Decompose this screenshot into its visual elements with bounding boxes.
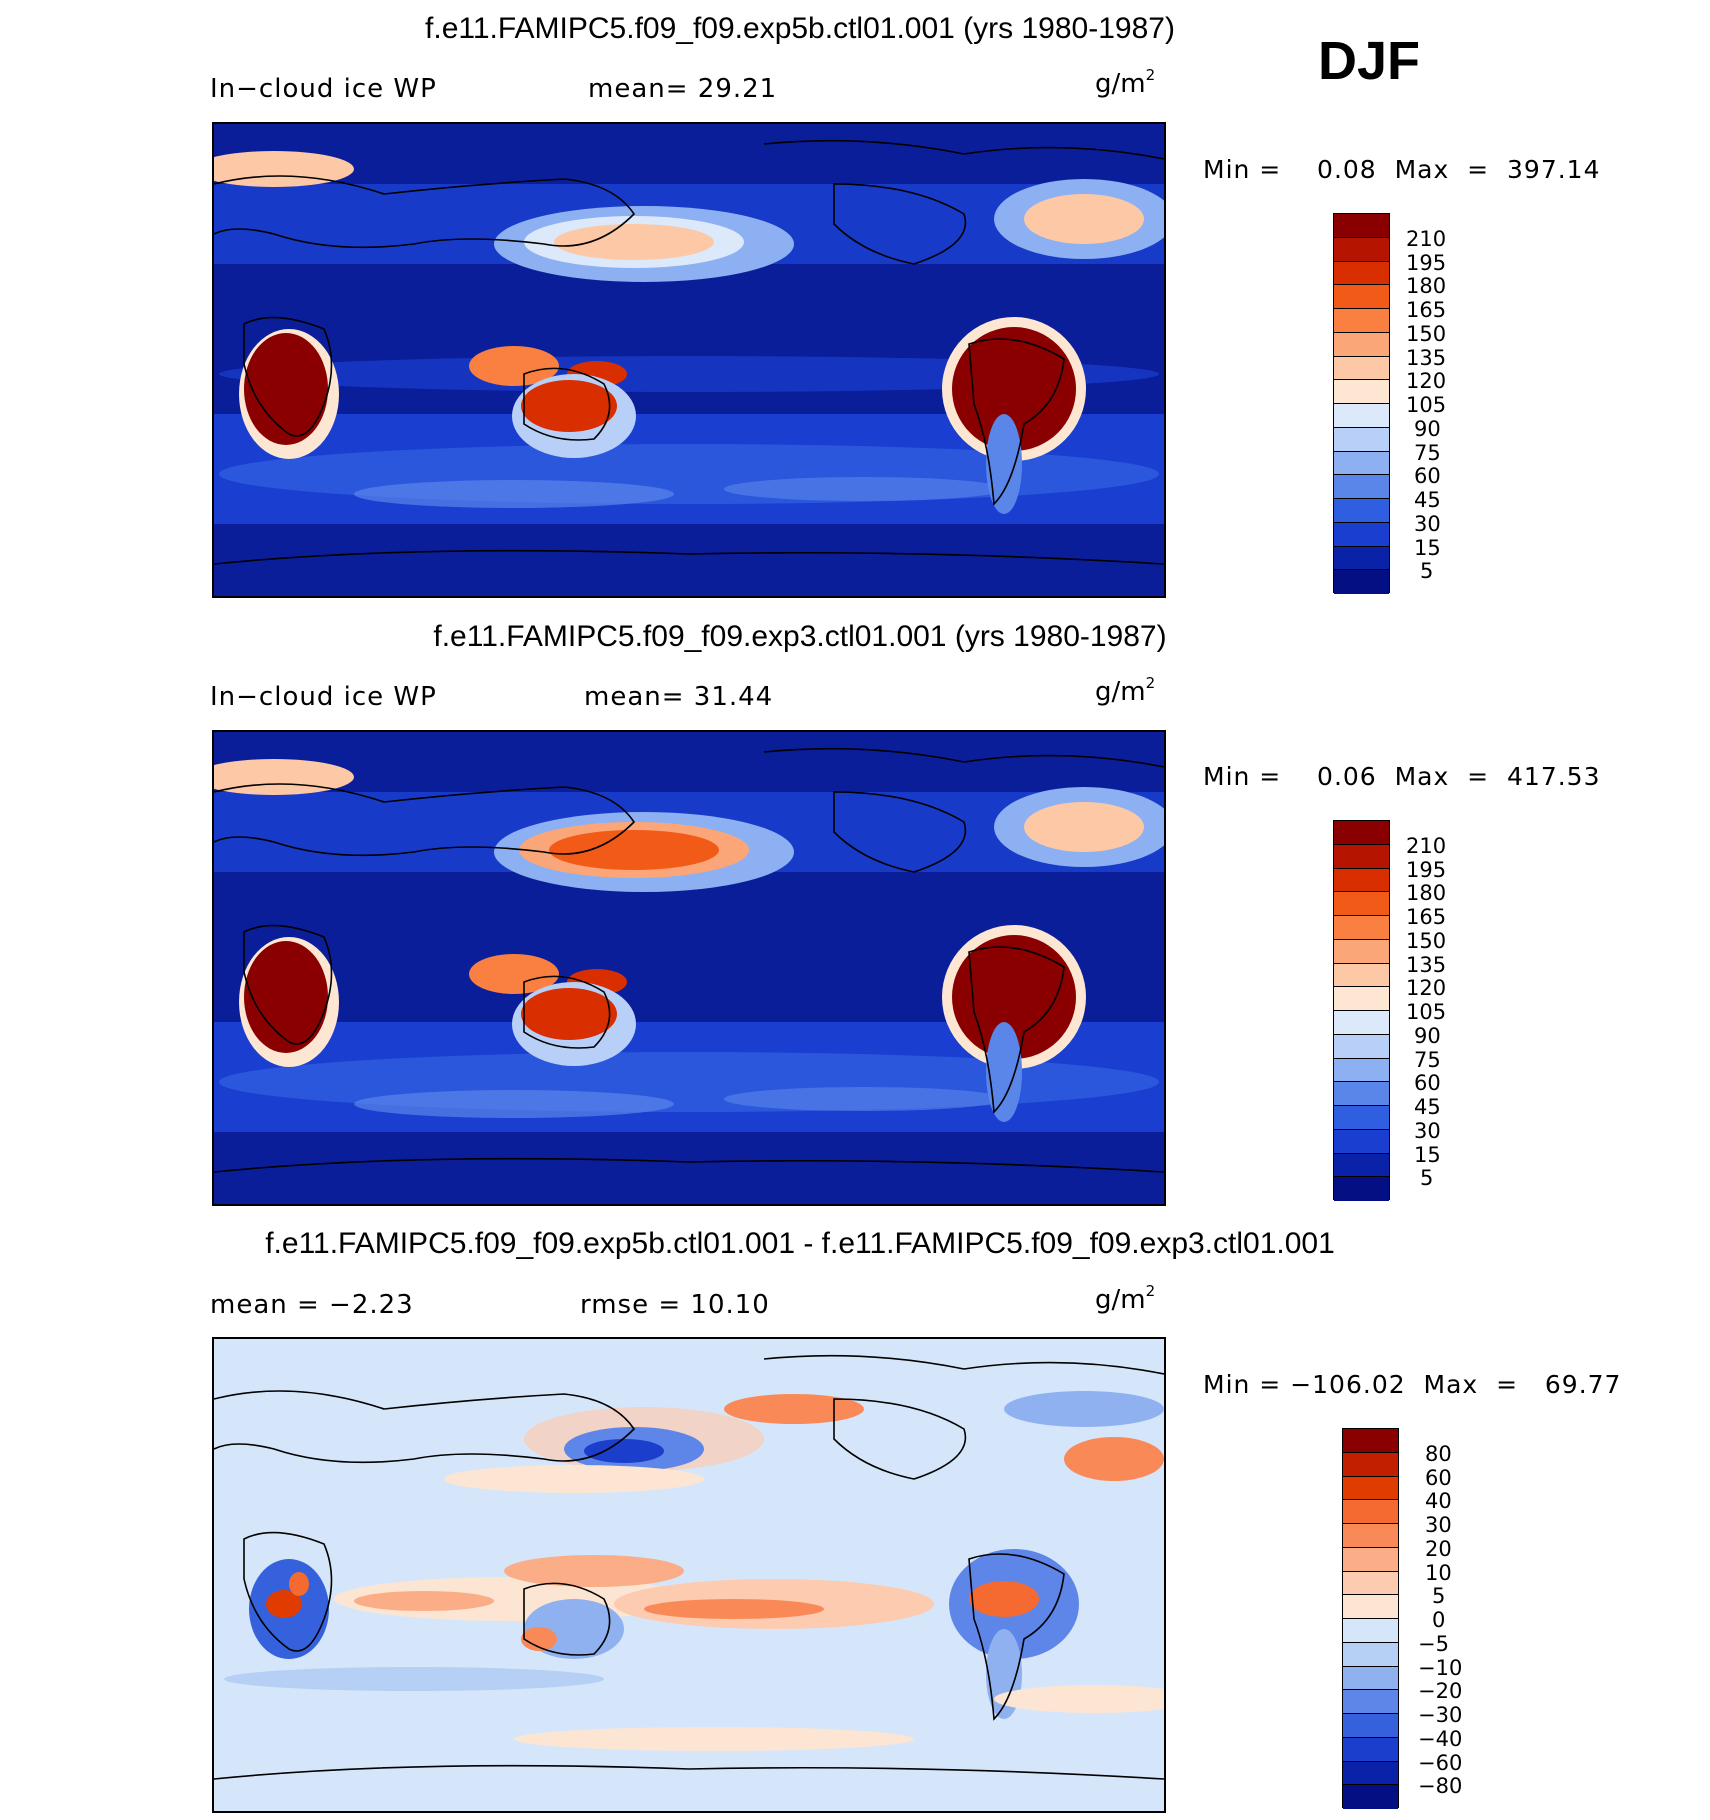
panel2-tick-3: 165 (1406, 905, 1447, 929)
panel2-tick-6: 120 (1406, 976, 1447, 1000)
panel1-tick-13: 15 (1414, 536, 1441, 560)
panel1-tick-1: 195 (1406, 251, 1447, 275)
panel3-tick-6: 5 (1432, 1584, 1446, 1608)
panel2-units: g/m2 (1095, 674, 1156, 707)
panel1-tick-11: 45 (1414, 488, 1441, 512)
panel2-tick-7: 105 (1406, 1000, 1447, 1024)
panel2-tick-14: 5 (1420, 1166, 1434, 1190)
panel1-tick-3: 165 (1406, 298, 1447, 322)
panel1-mean-label: mean= 29.21 (588, 74, 778, 104)
panel3-tick-13: −60 (1418, 1751, 1463, 1775)
panel1-tick-2: 180 (1406, 274, 1447, 298)
panel2-tick-13: 15 (1414, 1143, 1441, 1167)
panel1-tick-7: 105 (1406, 393, 1447, 417)
panel3-tick-12: −40 (1418, 1727, 1463, 1751)
panel1-map (212, 122, 1166, 598)
panel1-variable-label: In−cloud ice WP (210, 74, 437, 104)
panel2-variable-label: In−cloud ice WP (210, 682, 437, 712)
panel3-rmse-label: rmse = 10.10 (580, 1290, 770, 1320)
panel2-minmax: Min = 0.06 Max = 417.53 (1203, 762, 1601, 791)
panel3-map-field (214, 1354, 1164, 1780)
panel3-tick-5: 10 (1425, 1561, 1452, 1585)
panel1-tick-4: 150 (1406, 322, 1447, 346)
panel3-tick-8: −5 (1418, 1632, 1449, 1656)
panel1-tick-12: 30 (1414, 512, 1441, 536)
panel2-tick-12: 30 (1414, 1119, 1441, 1143)
panel1-map-field (214, 139, 1164, 565)
panel2-tick-10: 60 (1414, 1071, 1441, 1095)
panel2-tick-11: 45 (1414, 1095, 1441, 1119)
panel3-tick-7: 0 (1432, 1608, 1446, 1632)
panel2-tick-2: 180 (1406, 881, 1447, 905)
panel2-map-field (214, 747, 1164, 1173)
panel2-title: f.e11.FAMIPC5.f09_f09.exp3.ctl01.001 (yr… (433, 620, 1167, 653)
panel2-colorbar (1333, 820, 1390, 1201)
panel1-tick-8: 90 (1414, 417, 1441, 441)
panel2-mean-label: mean= 31.44 (584, 682, 774, 712)
panel3-mean-label: mean = −2.23 (210, 1290, 414, 1320)
panel2-tick-5: 135 (1406, 953, 1447, 977)
panel3-map (212, 1337, 1166, 1813)
panel1-title: f.e11.FAMIPC5.f09_f09.exp5b.ctl01.001 (y… (425, 12, 1175, 45)
panel3-units: g/m2 (1095, 1282, 1156, 1315)
panel3-title: f.e11.FAMIPC5.f09_f09.exp5b.ctl01.001 - … (265, 1227, 1335, 1260)
panel2-map (212, 730, 1166, 1206)
panel3-tick-0: 80 (1425, 1442, 1452, 1466)
panel2-tick-8: 90 (1414, 1024, 1441, 1048)
panel3-tick-14: −80 (1418, 1774, 1463, 1798)
panel1-units: g/m2 (1095, 66, 1156, 99)
panel3-tick-3: 30 (1425, 1513, 1452, 1537)
panel2-tick-1: 195 (1406, 858, 1447, 882)
panel3-minmax: Min = −106.02 Max = 69.77 (1203, 1370, 1622, 1399)
panel3-tick-4: 20 (1425, 1537, 1452, 1561)
panel3-tick-1: 60 (1425, 1466, 1452, 1490)
panel1-tick-9: 75 (1414, 441, 1441, 465)
panel3-colorbar (1342, 1428, 1399, 1809)
panel3-tick-11: −30 (1418, 1703, 1463, 1727)
panel1-tick-5: 135 (1406, 346, 1447, 370)
panel1-minmax: Min = 0.08 Max = 397.14 (1203, 155, 1601, 184)
panel1-tick-10: 60 (1414, 464, 1441, 488)
panel3-tick-2: 40 (1425, 1489, 1452, 1513)
panel2-tick-0: 210 (1406, 834, 1447, 858)
season-label: DJF (1318, 31, 1421, 91)
panel3-tick-10: −20 (1418, 1679, 1463, 1703)
panel1-tick-14: 5 (1420, 559, 1434, 583)
panel1-tick-6: 120 (1406, 369, 1447, 393)
panel2-tick-9: 75 (1414, 1048, 1441, 1072)
panel1-tick-0: 210 (1406, 227, 1447, 251)
panel2-tick-4: 150 (1406, 929, 1447, 953)
panel1-colorbar (1333, 213, 1390, 594)
panel3-tick-9: −10 (1418, 1656, 1463, 1680)
